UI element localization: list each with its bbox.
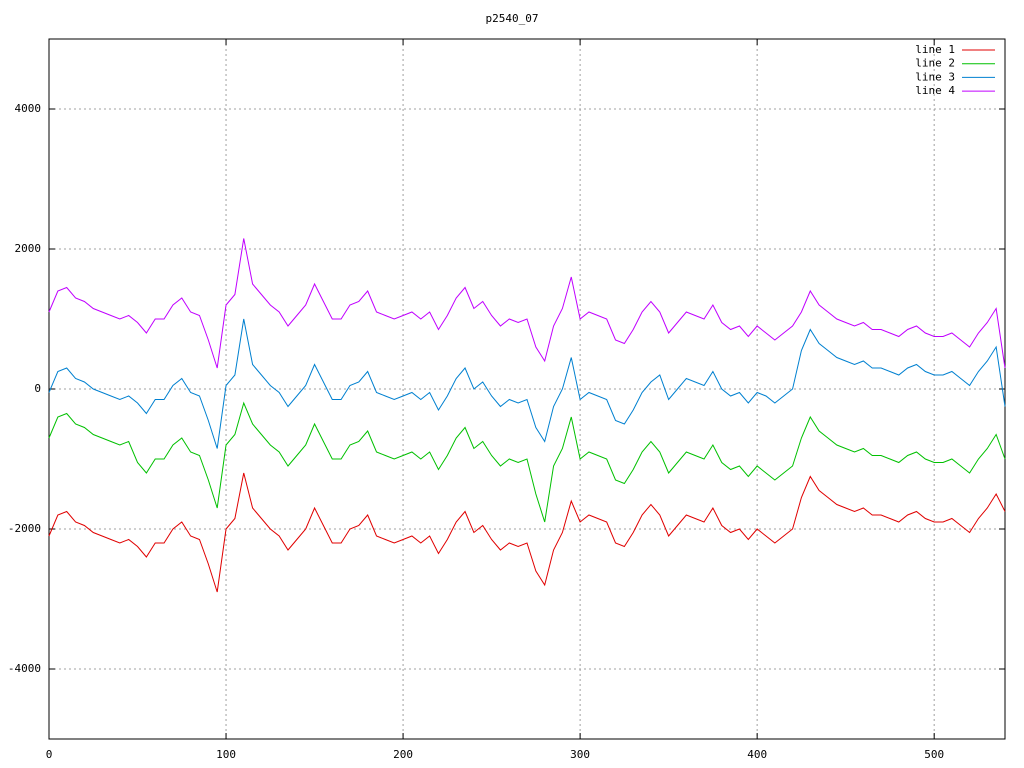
x-tick-label: 0 xyxy=(46,748,53,761)
y-tick-label: 2000 xyxy=(15,242,42,255)
chart-title: p2540_07 xyxy=(486,12,539,25)
data-line xyxy=(48,318,1006,449)
legend-label: line 4 xyxy=(915,84,955,97)
legend-label: line 1 xyxy=(915,43,955,56)
x-tick-label: 300 xyxy=(570,748,590,761)
data-line xyxy=(48,238,1006,369)
legend-label: line 2 xyxy=(915,57,955,70)
x-tick-label: 400 xyxy=(747,748,767,761)
data-line xyxy=(48,472,1006,593)
legend-label: line 3 xyxy=(915,70,955,83)
y-tick-label: 4000 xyxy=(15,102,42,115)
plot-border xyxy=(48,38,1006,740)
x-tick-label: 500 xyxy=(924,748,944,761)
y-tick-label: 0 xyxy=(34,382,41,395)
x-tick-label: 100 xyxy=(216,748,236,761)
data-line xyxy=(48,401,1006,523)
y-tick-label: -2000 xyxy=(8,522,41,535)
y-tick-label: -4000 xyxy=(8,662,41,675)
x-tick-label: 200 xyxy=(393,748,413,761)
